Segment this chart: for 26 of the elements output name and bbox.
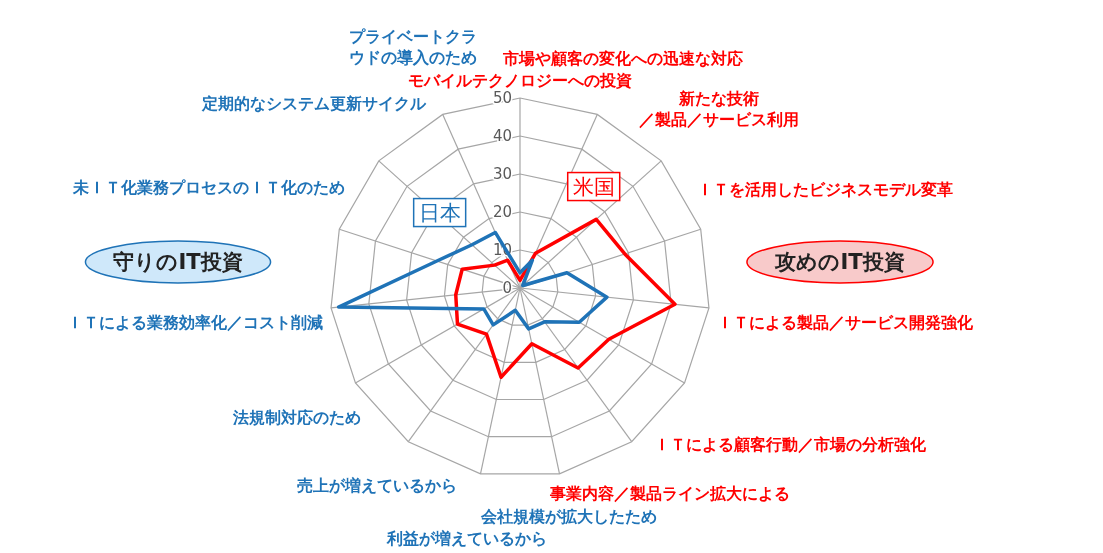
spoke-label: 法規制対応のため: [232, 407, 362, 427]
spoke-label: 会社規模が拡大したため: [479, 506, 657, 526]
y-tick-label: 30: [492, 165, 512, 183]
spoke-label: 市場や顧客の変化への迅速な対応: [502, 48, 743, 68]
y-tick-label: 20: [492, 203, 512, 221]
spoke-label: 定期的なシステム更新サイクル: [201, 93, 428, 113]
series-name: 米国: [566, 171, 621, 202]
spoke-label: ＩＴによる製品／サービス開発強化: [716, 312, 974, 332]
y-tick-label: 0: [502, 279, 512, 297]
spoke-label: ＩＴを活用したビジネスモデル変革: [697, 179, 954, 199]
y-tick-label: 50: [492, 89, 512, 107]
spoke-label: 未ＩＴ化業務プロセスのＩＴ化のため: [71, 177, 345, 197]
y-tick-label: 40: [492, 127, 512, 145]
spoke-label: 売上が増えているから: [296, 475, 457, 495]
spoke-label: ＩＴによる業務効率化／コスト削減: [66, 312, 323, 332]
series-label: 日本: [418, 200, 461, 225]
series-label: 米国: [572, 174, 615, 199]
annotation: 攻めのIT投資: [746, 240, 934, 284]
spoke-label: 事業内容／製品ライン拡大による: [548, 483, 790, 503]
annotation: 守りのIT投資: [84, 240, 272, 284]
series-name: 日本: [412, 197, 467, 228]
spoke-label: 新たな技術／製品／サービス利用: [639, 88, 800, 129]
spoke-label: 利益が増えているから: [386, 528, 548, 548]
spoke-label: モバイルテクノロジーへの投資: [408, 70, 632, 90]
spoke-label: プライベートクラウドの導入のため: [348, 26, 477, 67]
spoke-label: ＩＴによる顧客行動／市場の分析強化: [653, 434, 927, 454]
